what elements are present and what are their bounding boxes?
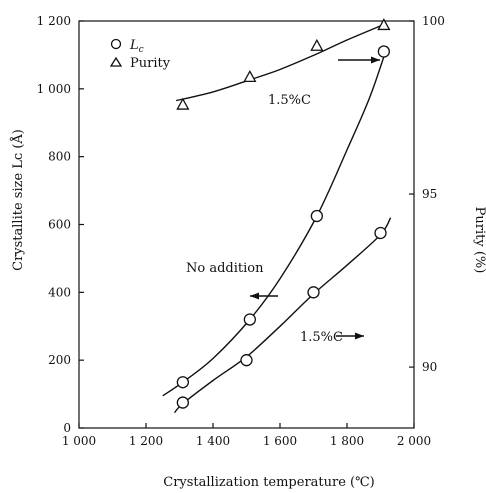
x-tick-label: 1 200 [129, 434, 163, 448]
legend: Lc Purity [109, 38, 171, 71]
arrow-no-addition-left-axis-head [250, 292, 259, 300]
y-right-tick-label: 90 [422, 360, 437, 374]
legend-lc-main: L [129, 38, 139, 53]
curves [162, 23, 392, 414]
point-lc_15C [374, 226, 387, 240]
curve-lc_15C [173, 217, 392, 414]
y-axis-label-right: Purity (%) [472, 207, 486, 274]
x-tick-label: 2 000 [397, 434, 431, 448]
ticks: 1 000 1 200 1 400 1 600 1 800 2 000 0 200 400 600… [37, 14, 445, 448]
x-tick-label: 1 800 [330, 434, 364, 448]
y-left-tick-label: 800 [48, 150, 71, 164]
legend-lc-sub: c [139, 45, 144, 55]
point-lc_no_addition [176, 376, 190, 389]
curve-lc_no_addition [162, 46, 388, 397]
point-lc_15C [307, 286, 320, 299]
markers [176, 18, 391, 409]
y-left-tick-label: 400 [48, 285, 71, 299]
label-lc-15c: 1.5%C [300, 330, 343, 345]
point-purity_15C [176, 97, 190, 110]
legend-entry-lc: Lc [129, 38, 144, 55]
y-axis-label-left: Crystallite size Lᴄ (Å) [10, 129, 26, 271]
point-lc_no_addition [243, 313, 257, 326]
label-purity-15c: 1.5%C [268, 93, 311, 108]
axes [78, 20, 415, 429]
x-tick-label: 1 600 [263, 434, 297, 448]
arrow-purity-right-axis-head [371, 56, 380, 64]
arrow-lc-15c-right-axis-head [355, 332, 364, 340]
point-lc_no_addition [377, 45, 391, 58]
y-left-tick-label: 1 200 [37, 14, 71, 28]
y-right-tick-label: 100 [422, 14, 445, 28]
x-tick-label: 1 400 [196, 434, 230, 448]
point-lc_no_addition [310, 209, 324, 223]
legend-circle-marker [110, 38, 122, 50]
curve-purity_15C [175, 23, 385, 102]
point-lc_15C [176, 396, 190, 409]
arrows [250, 56, 380, 340]
label-no-addition: No addition [186, 261, 264, 276]
y-left-tick-label: 0 [63, 421, 71, 435]
point-purity_15C [243, 70, 257, 83]
x-axis-label: Crystallization temperature (℃) [163, 475, 375, 490]
y-left-tick-label: 200 [48, 353, 71, 367]
legend-triangle-marker [109, 56, 123, 67]
y-left-tick-label: 600 [48, 218, 71, 232]
legend-entry-purity: Purity [130, 56, 171, 71]
x-tick-label: 1 000 [62, 434, 96, 448]
point-lc_15C [240, 354, 253, 367]
y-right-tick-label: 95 [422, 187, 437, 201]
plot-frame [78, 20, 415, 429]
point-purity_15C [377, 18, 391, 31]
point-purity_15C [310, 38, 324, 51]
y-left-tick-label: 1 000 [37, 82, 71, 96]
